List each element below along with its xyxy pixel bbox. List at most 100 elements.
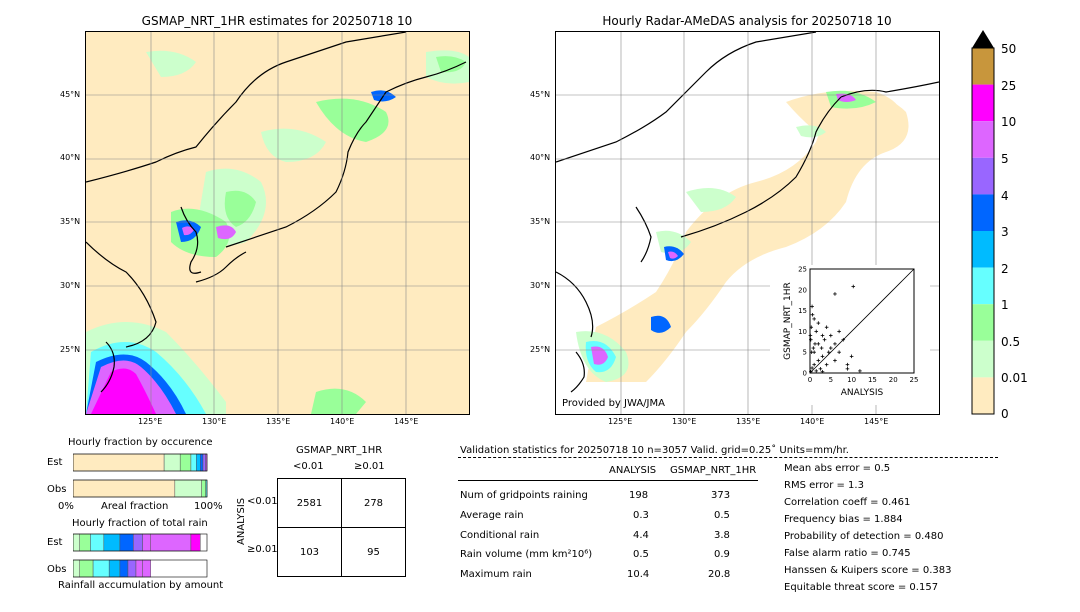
colorbar-label: 3 [1001,225,1009,239]
fraction-bar-segment [79,533,91,552]
colorbar-label: 0 [1001,407,1009,421]
colorbar-label: 5 [1001,152,1009,166]
fraction-bar-segment [103,533,121,552]
fraction-bar-segment [142,533,151,552]
colorbar [971,30,995,415]
fraction-bar-segment [73,559,80,578]
contingency-header: GSMAP_NRT_1HR [296,445,383,456]
contingency-col-label: ≥0.01 [354,461,385,472]
scatter-point [837,350,841,354]
scatter-point [833,342,837,346]
validation-score: Probability of detection = 0.480 [784,531,944,542]
right-map: Provided by JWA/JMA [555,31,940,415]
right-lat-label: 30°N [530,281,551,290]
colorbar-segment [972,231,994,268]
fraction-bar-segment [202,453,206,472]
colorbar-label: 50 [1001,42,1017,56]
right-lon-label: 140°E [800,417,825,426]
contingency-table: 2581 278 103 95 [277,478,406,577]
scatter-point [812,317,816,321]
scatter-point [820,354,825,359]
fraction-bar-frame [73,453,208,472]
validation-divider [458,457,998,458]
validation-analysis-value: 198 [629,490,649,501]
validation-row-label: Maximum rain [460,569,532,580]
contingency-row-axis: ANALYSIS [236,497,247,545]
scatter-point [809,350,814,354]
colorbar-segment [972,304,994,341]
contingency-row-label: ≥0.01 [247,544,278,555]
scatter-x-tick: 25 [910,376,919,384]
fraction-bar-segment [79,559,94,578]
contingency-col-label: <0.01 [293,461,324,472]
fraction-bar-segment [196,453,201,472]
validation-gsmap-value: 373 [711,490,731,501]
colorbar-segment [972,157,994,195]
scatter-point [826,350,831,354]
scatter-point [814,329,819,334]
left-rain-patches [86,50,469,414]
fraction-bar-segment [119,559,129,578]
contingency-cell: 103 [277,527,342,577]
validation-row-label: Average rain [460,510,524,521]
right-lon-label: 145°E [864,417,889,426]
scatter-point [841,337,846,342]
fraction-bar-segment [90,533,105,552]
left-map [85,31,470,415]
scatter-point [824,362,829,367]
scatter-point [810,366,814,370]
validation-analysis-value: 0.3 [633,510,649,521]
fraction-bar-segment [73,453,165,472]
scatter-point [833,292,837,296]
validation-row-label: Rain volume (mm km²10⁶) [460,549,593,560]
fraction-bar-segment [108,559,121,578]
scatter-plot: 00 5 5 10 10 15 15 20 20 25 25 ANALYSIS GSMAP_NRT_1H… [783,266,919,399]
colorbar-segment [972,194,994,231]
fraction-bar-segment [200,453,204,472]
left-lon-label: 125°E [138,417,163,426]
scatter-point [858,369,862,373]
fraction-bar-frame [73,533,208,552]
total-rain-obs-label: Obs [47,564,67,575]
validation-score: Equitable threat score = 0.157 [784,582,939,593]
colorbar-frame [971,47,995,415]
colorbar-label: 0.01 [1001,371,1028,385]
scatter-point [837,329,841,334]
validation-row-label: Num of gridpoints raining [460,490,588,501]
validation-analysis-value: 0.5 [633,549,649,560]
scatter-inset: 0 0 5 5 10 10 15 15 20 20 25 25 ANALYSIS GSMAP_NRT_1H… [770,265,930,405]
fraction-bar-segment [190,533,201,552]
colorbar-segment [972,377,994,414]
left-lat-label: 40°N [60,153,81,162]
scatter-point [818,367,823,371]
validation-gsmap-value: 20.8 [708,569,731,580]
total-rain-title: Hourly fraction of total rain [72,518,208,529]
validation-header: Validation statistics for 20250718 10 n=… [460,445,849,456]
contingency-cell: 278 [341,478,406,528]
scatter-point [819,346,824,350]
scatter-x-tick: 5 [829,376,833,384]
scatter-y-tick: 15 [798,307,807,315]
scatter-x-tick: 0 [808,376,812,384]
colorbar-label: 1 [1001,298,1009,312]
scatter-point [816,321,821,325]
right-lon-label: 125°E [608,417,633,426]
scatter-point [829,333,833,338]
validation-row-label: Conditional rain [460,530,540,541]
colorbar-label: 4 [1001,189,1009,203]
contingency-cell: 95 [341,527,406,577]
fraction-bar-segment [73,479,176,498]
scatter-point [820,369,825,374]
left-lat-label: 45°N [60,90,81,99]
occurrence-est-label: Est [47,457,63,468]
scatter-point [851,284,856,289]
scatter-point [808,333,813,338]
fraction-bar-frame [73,559,208,578]
right-rain-patches [576,90,909,382]
fraction-bar-segment [190,453,197,472]
left-map-drawing [86,32,469,414]
scatter-point [833,358,837,363]
occurrence-tick-left: 0% [58,501,74,512]
colorbar-label: 25 [1001,79,1017,93]
scatter-point [814,369,819,373]
